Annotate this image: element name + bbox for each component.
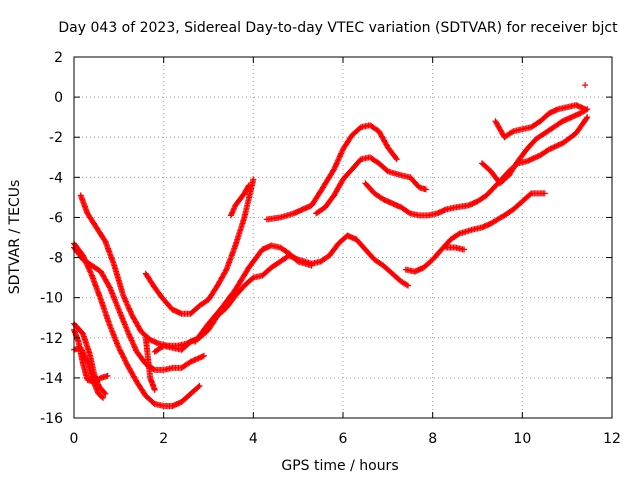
y-tick-label: -16 bbox=[40, 411, 63, 427]
series-track-r bbox=[492, 102, 589, 141]
data-points bbox=[71, 82, 591, 409]
plus-markers bbox=[443, 244, 468, 253]
series-track-g bbox=[142, 334, 158, 393]
x-tick-label: 6 bbox=[339, 431, 348, 447]
y-tick-label: 2 bbox=[54, 50, 63, 66]
plus-markers bbox=[582, 82, 589, 89]
plus-markers bbox=[313, 154, 429, 217]
x-tick-label: 12 bbox=[603, 431, 621, 447]
y-tick-label: -4 bbox=[49, 170, 63, 186]
plus-markers bbox=[263, 122, 400, 223]
series-track-k bbox=[192, 242, 315, 345]
y-tick-label: -12 bbox=[40, 331, 63, 347]
series-track-o bbox=[402, 190, 548, 275]
series-track-s bbox=[582, 82, 589, 89]
y-tick-label: -6 bbox=[49, 210, 63, 226]
plus-markers bbox=[479, 106, 591, 187]
x-tick-label: 4 bbox=[249, 431, 258, 447]
series-track-n bbox=[362, 114, 591, 219]
series-track-l bbox=[263, 122, 400, 223]
plus-markers bbox=[492, 102, 589, 141]
y-tick-label: 0 bbox=[54, 90, 63, 106]
x-tick-label: 10 bbox=[513, 431, 531, 447]
x-tick-label: 2 bbox=[159, 431, 168, 447]
chart-title: Day 043 of 2023, Sidereal Day-to-day VTE… bbox=[58, 20, 618, 36]
plus-markers bbox=[227, 182, 252, 219]
x-tick-label: 8 bbox=[428, 431, 437, 447]
y-tick-label: -10 bbox=[40, 291, 63, 307]
series-track-p bbox=[443, 244, 468, 253]
series-track-m bbox=[313, 154, 429, 217]
plus-markers bbox=[192, 242, 315, 345]
y-tick-label: -14 bbox=[40, 371, 63, 387]
plus-markers bbox=[402, 190, 548, 275]
series-track-h bbox=[142, 176, 257, 317]
x-tick-label: 0 bbox=[70, 431, 79, 447]
series-track-j bbox=[227, 182, 252, 219]
y-axis-label: SDTVAR / TECUs bbox=[7, 180, 23, 295]
plus-markers bbox=[142, 334, 158, 393]
axis-ticks: 0 2 4 6 8 10 12 -16 -14 -12 -10 -8 -6 -4 -2 0 2 bbox=[40, 50, 621, 447]
y-tick-label: -2 bbox=[49, 130, 63, 146]
plus-markers bbox=[142, 176, 257, 317]
series-track-q bbox=[479, 106, 591, 187]
y-tick-label: -8 bbox=[49, 251, 63, 267]
plus-markers bbox=[362, 114, 591, 219]
x-axis-label: GPS time / hours bbox=[281, 458, 398, 474]
